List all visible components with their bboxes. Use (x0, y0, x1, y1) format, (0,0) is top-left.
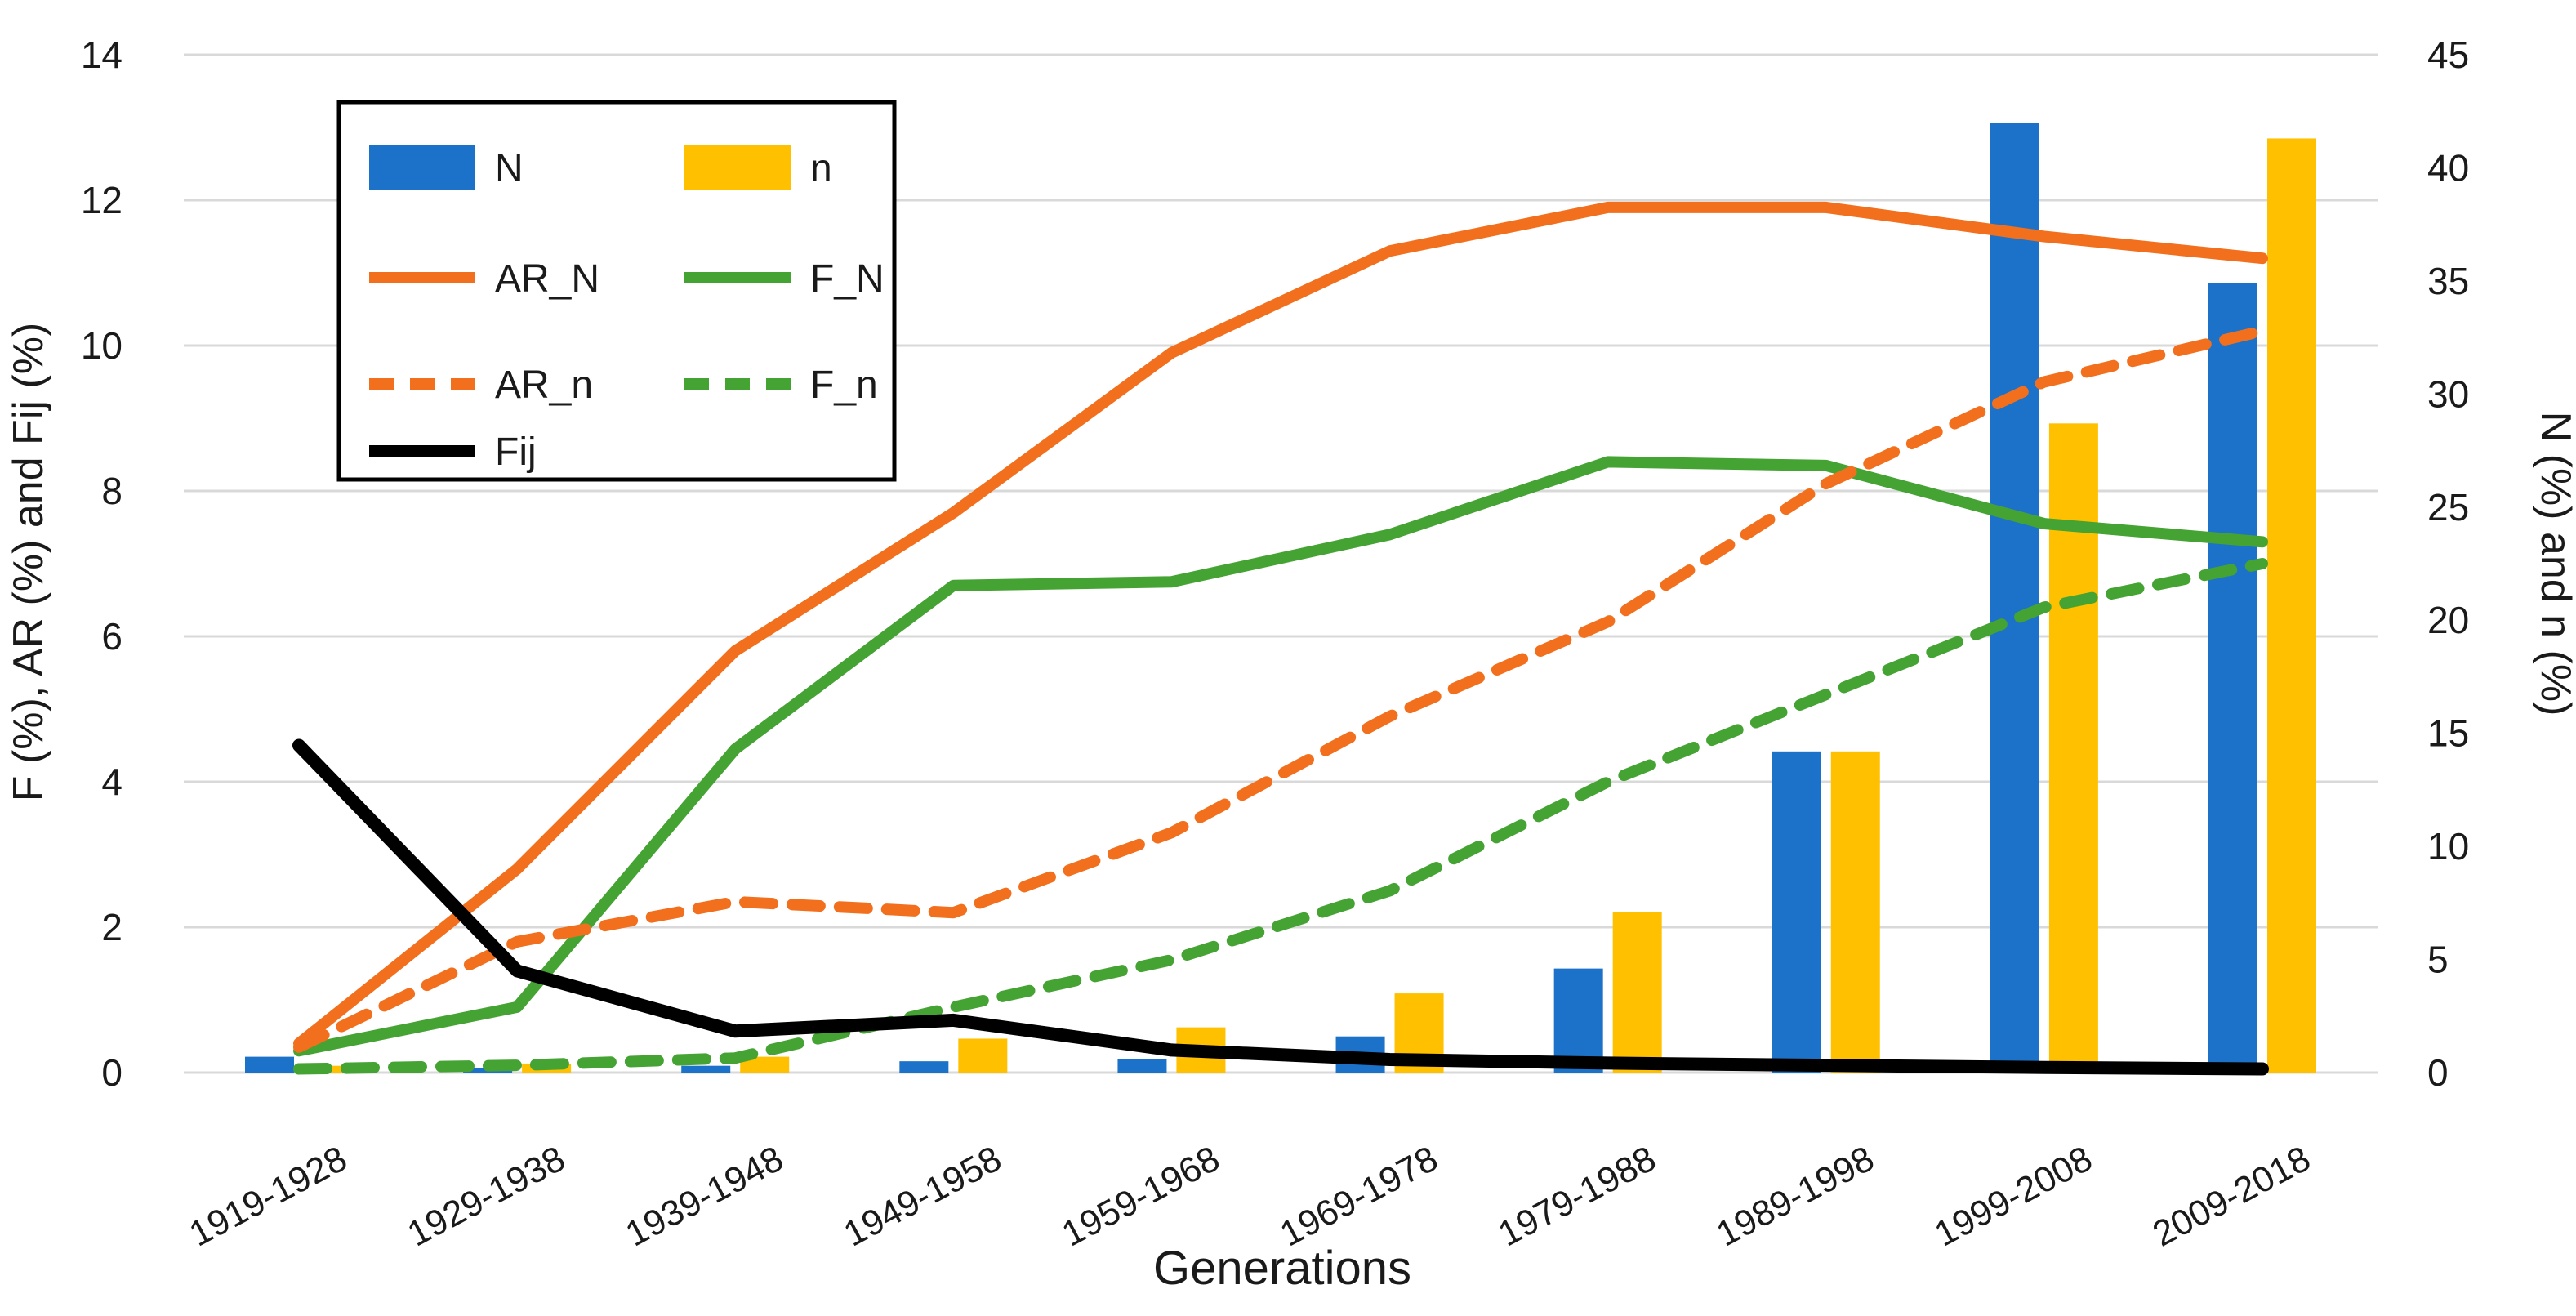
right-tick-40: 40 (2427, 146, 2469, 189)
left-tick-10: 10 (81, 324, 123, 367)
right-tick-15: 15 (2427, 712, 2469, 755)
x-axis-title: Generations (1153, 1242, 1411, 1295)
x-axis-category-labels: 1919-1928 1929-1938 1939-1948 1949-1958 1959… (183, 1139, 2317, 1255)
x-category-label-1999-2008: 1999-2008 (1928, 1139, 2099, 1255)
left-tick-6: 6 (101, 615, 123, 658)
x-category-label-1969-1978: 1969-1978 (1273, 1139, 1444, 1255)
line-F_n (293, 558, 2268, 1075)
x-category-label-1979-1988: 1979-1988 (1492, 1139, 1663, 1255)
x-category-label-1949-1958: 1949-1958 (837, 1139, 1008, 1255)
right-tick-10: 10 (2427, 825, 2469, 868)
bar-N-1939-1948 (681, 1065, 731, 1073)
bar-n-1939-1948 (740, 1056, 790, 1073)
right-tick-0: 0 (2427, 1051, 2449, 1094)
legend-swatch-n (684, 145, 791, 190)
left-tick-2: 2 (101, 906, 123, 948)
bar-n-1989-1998 (1830, 751, 1880, 1073)
right-tick-20: 20 (2427, 599, 2469, 641)
x-category-label-1939-1948: 1939-1948 (619, 1139, 790, 1255)
bar-N-1919-1928 (245, 1056, 294, 1073)
line-F_N (293, 456, 2268, 1057)
bar-N-1979-1988 (1553, 968, 1603, 1073)
right-axis-title: N (%) and n (%) (2532, 412, 2576, 716)
x-category-label-1919-1928: 1919-1928 (183, 1139, 354, 1255)
line-series-layer (292, 201, 2269, 1076)
bar-N-1949-1958 (899, 1061, 949, 1073)
bar-N-1959-1968 (1117, 1059, 1167, 1073)
left-tick-12: 12 (81, 179, 123, 221)
x-category-label-2009-2018: 2009-2018 (2146, 1139, 2317, 1255)
bar-n-1979-1988 (1612, 912, 1662, 1073)
x-category-label-1959-1968: 1959-1968 (1055, 1139, 1226, 1255)
legend-label-F_n: F_n (810, 364, 878, 407)
legend-label-F_N: F_N (810, 257, 885, 301)
right-tick-25: 25 (2427, 486, 2469, 529)
left-axis-tick-labels: 0 2 4 6 8 10 12 14 (81, 33, 123, 1094)
bar-N-2009-2018 (2208, 283, 2257, 1073)
left-tick-0: 0 (101, 1051, 123, 1094)
right-axis-tick-labels: 0 5 10 15 20 25 30 35 40 45 (2427, 33, 2469, 1094)
right-tick-35: 35 (2427, 260, 2469, 302)
line-Fij (292, 738, 2269, 1076)
legend-label-Fij: Fij (495, 430, 537, 474)
legend-label-AR_N: AR_N (495, 257, 599, 301)
bar-n-1949-1958 (958, 1038, 1008, 1073)
right-tick-30: 30 (2427, 372, 2469, 415)
left-tick-8: 8 (101, 470, 123, 512)
line-AR_n (293, 325, 2268, 1053)
right-tick-45: 45 (2427, 33, 2469, 76)
right-tick-5: 5 (2427, 939, 2449, 981)
legend-label-AR_n: AR_n (495, 364, 593, 407)
left-tick-4: 4 (101, 761, 123, 803)
bar-n-2009-2018 (2267, 138, 2316, 1073)
line-AR_N (293, 201, 2268, 1050)
left-axis-title: F (%), AR (%) and Fij (%) (5, 323, 52, 802)
legend-label-N: N (495, 147, 524, 190)
bar-N-1989-1998 (1772, 751, 1821, 1073)
x-category-label-1929-1938: 1929-1938 (401, 1139, 572, 1255)
legend-label-n: n (810, 147, 832, 190)
legend-swatch-N (369, 145, 475, 190)
x-category-label-1989-1998: 1989-1998 (1710, 1139, 1881, 1255)
bar-N-1999-2008 (1990, 123, 2039, 1073)
left-tick-14: 14 (81, 33, 123, 76)
legend: N n AR_N F_N AR_n F_n Fij (336, 100, 897, 482)
